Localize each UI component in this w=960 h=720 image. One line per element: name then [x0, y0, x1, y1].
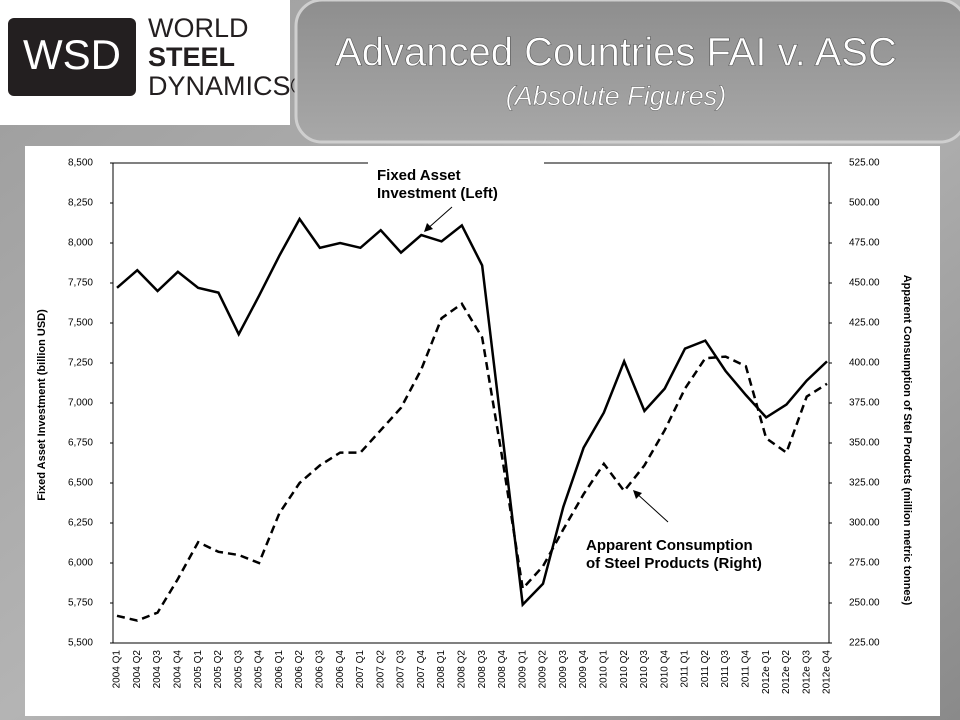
y-tick-label: 7,250 [68, 358, 93, 369]
x-tick-label: 2010 Q3 [639, 650, 650, 689]
y2-tick-label: 450.00 [849, 278, 880, 289]
x-tick-label: 2009 Q1 [517, 650, 528, 689]
y-tick-label: 5,750 [68, 598, 93, 609]
x-tick-label: 2004 Q1 [112, 650, 123, 689]
logo-word: STEEL [148, 42, 235, 72]
annotation-arrow [425, 206, 453, 231]
y-tick-label: 6,250 [68, 518, 93, 529]
x-tick-label: 2007 Q1 [355, 650, 366, 689]
y-tick-label: 6,000 [68, 558, 93, 569]
x-tick-label: 2008 Q2 [456, 650, 467, 689]
arrow-head [633, 490, 642, 499]
x-tick-label: 2010 Q2 [619, 650, 630, 689]
annotation: of Steel Products (Right) [586, 555, 762, 572]
x-tick-label: 2007 Q4 [416, 650, 427, 689]
annotation: Apparent Consumption [586, 537, 753, 554]
y2-tick-label: 525.00 [849, 158, 880, 169]
y2-axis-label: Apparent Consumption of Stel Products (m… [901, 275, 913, 606]
y2-tick-label: 250.00 [849, 598, 880, 609]
y-tick-label: 6,750 [68, 438, 93, 449]
series-line [116, 302, 828, 622]
x-tick-label: 2011 Q3 [720, 650, 731, 688]
x-tick-label: 2005 Q4 [254, 650, 265, 689]
x-tick-label: 2005 Q2 [213, 650, 224, 689]
logo-text: WSD [23, 31, 121, 78]
x-tick-label: 2012e Q2 [781, 650, 792, 694]
x-tick-label: 2009 Q3 [558, 650, 569, 689]
logo-box [8, 18, 136, 96]
subtitle: (Absolute Figures) [506, 81, 727, 111]
y2-tick-label: 475.00 [849, 238, 880, 249]
y2-tick-label: 300.00 [849, 518, 880, 529]
x-tick-label: 2012e Q4 [822, 650, 833, 694]
y2-tick-label: 500.00 [849, 198, 880, 209]
y-tick-label: 5,500 [68, 638, 93, 649]
y-tick-label: 6,500 [68, 478, 93, 489]
x-tick-label: 2004 Q3 [152, 650, 163, 689]
y-tick-label: 7,750 [68, 278, 93, 289]
x-tick-label: 2004 Q4 [172, 650, 183, 689]
x-tick-label: 2008 Q3 [477, 650, 488, 689]
y-tick-label: 8,250 [68, 198, 93, 209]
title: Advanced Countries FAI v. ASC [335, 31, 897, 75]
arrow-head [424, 223, 433, 232]
chart-panel [25, 146, 940, 716]
x-tick-label: 2005 Q1 [193, 650, 204, 689]
x-tick-label: 2006 Q3 [314, 650, 325, 689]
logo-word: WORLD [148, 13, 249, 43]
x-tick-label: 2009 Q2 [538, 650, 549, 689]
x-tick-label: 2010 Q1 [598, 650, 609, 689]
series-line [116, 216, 828, 608]
x-tick-label: 2005 Q3 [233, 650, 244, 689]
annotation: Investment (Left) [377, 185, 498, 202]
x-tick-label: 2007 Q2 [375, 650, 386, 689]
y2-tick-label: 400.00 [849, 358, 880, 369]
x-tick-label: 2006 Q4 [335, 650, 346, 689]
x-tick-label: 2010 Q4 [659, 650, 670, 689]
x-tick-label: 2012e Q3 [801, 650, 812, 694]
x-tick-label: 2008 Q4 [497, 650, 508, 689]
annotation-bg [368, 157, 544, 209]
x-tick-label: 2011 Q1 [680, 650, 691, 688]
y-axis-label: Fixed Asset Investment (billion USD) [36, 309, 48, 501]
title-banner [294, 0, 960, 144]
x-tick-label: 2008 Q1 [436, 650, 447, 689]
y2-tick-label: 425.00 [849, 318, 880, 329]
y-tick-label: 8,500 [68, 158, 93, 169]
x-tick-label: 2009 Q4 [578, 650, 589, 689]
x-tick-label: 2012e Q1 [761, 650, 772, 694]
x-tick-label: 2006 Q1 [274, 650, 285, 689]
y-tick-label: 7,500 [68, 318, 93, 329]
x-tick-label: 2006 Q2 [294, 650, 305, 689]
y-tick-label: 7,000 [68, 398, 93, 409]
annotation-arrow [634, 491, 669, 523]
annotation: Fixed Asset [377, 167, 461, 184]
x-tick-label: 2004 Q2 [132, 650, 143, 689]
y2-tick-label: 275.00 [849, 558, 880, 569]
x-tick-label: 2007 Q3 [396, 650, 407, 689]
logo-word: DYNAMICS® [148, 71, 311, 101]
y2-tick-label: 225.00 [849, 638, 880, 649]
x-tick-label: 2011 Q2 [700, 650, 711, 688]
y2-tick-label: 375.00 [849, 398, 880, 409]
x-tick-label: 2011 Q4 [740, 650, 751, 688]
y-tick-label: 8,000 [68, 238, 93, 249]
y2-tick-label: 325.00 [849, 478, 880, 489]
y2-tick-label: 350.00 [849, 438, 880, 449]
